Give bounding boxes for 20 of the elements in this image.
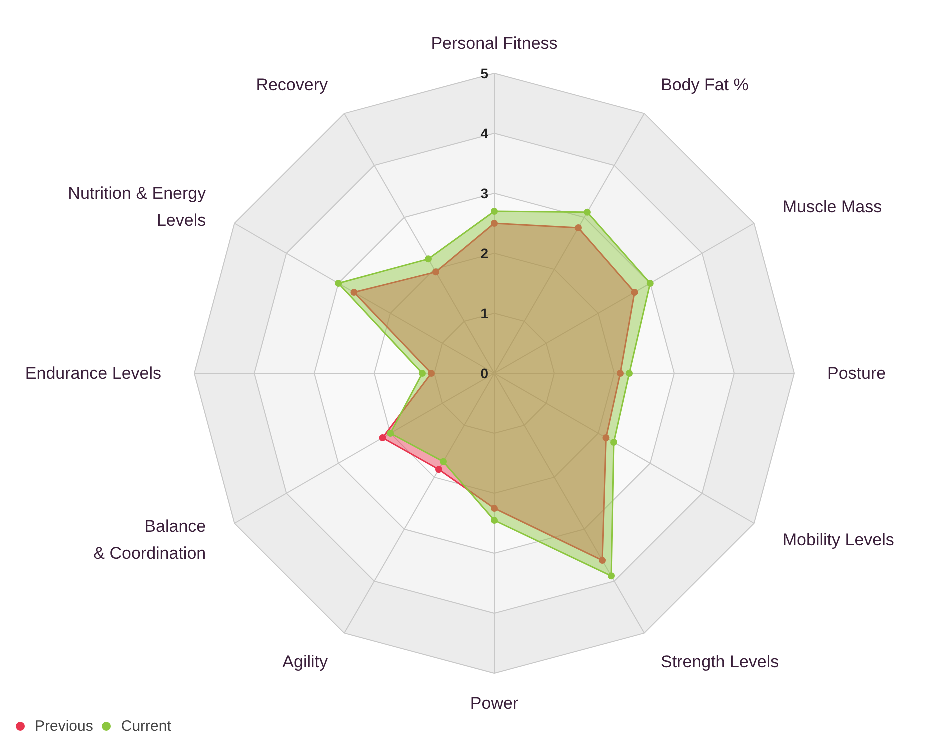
spoke-label: Personal Fitness	[431, 34, 558, 53]
y-tick-label: 0	[480, 366, 489, 382]
y-tick-label: 3	[480, 186, 489, 202]
spoke-label: Strength Levels	[661, 652, 780, 672]
legend-label: Previous	[35, 718, 94, 734]
y-tick-label: 1	[480, 306, 489, 322]
spoke-label: Nutrition & Energy Levels	[68, 184, 207, 230]
legend-label: Current	[121, 718, 172, 734]
spoke-label: Posture	[828, 364, 886, 383]
spoke-label: Balance & Coordination	[94, 517, 206, 563]
y-tick-label: 5	[480, 66, 489, 82]
spoke-label: Agility	[282, 652, 328, 672]
spoke-label: Muscle Mass	[782, 198, 882, 216]
y-tick-label: 2	[480, 246, 489, 262]
spoke-label: Power	[470, 694, 519, 713]
spoke-label: Body Fat %	[661, 76, 749, 95]
spoke-label: Recovery	[256, 76, 328, 95]
y-tick-label: 4	[480, 126, 489, 142]
spoke-label: Endurance Levels	[25, 364, 162, 383]
spoke-label: Mobility Levels	[782, 530, 894, 550]
